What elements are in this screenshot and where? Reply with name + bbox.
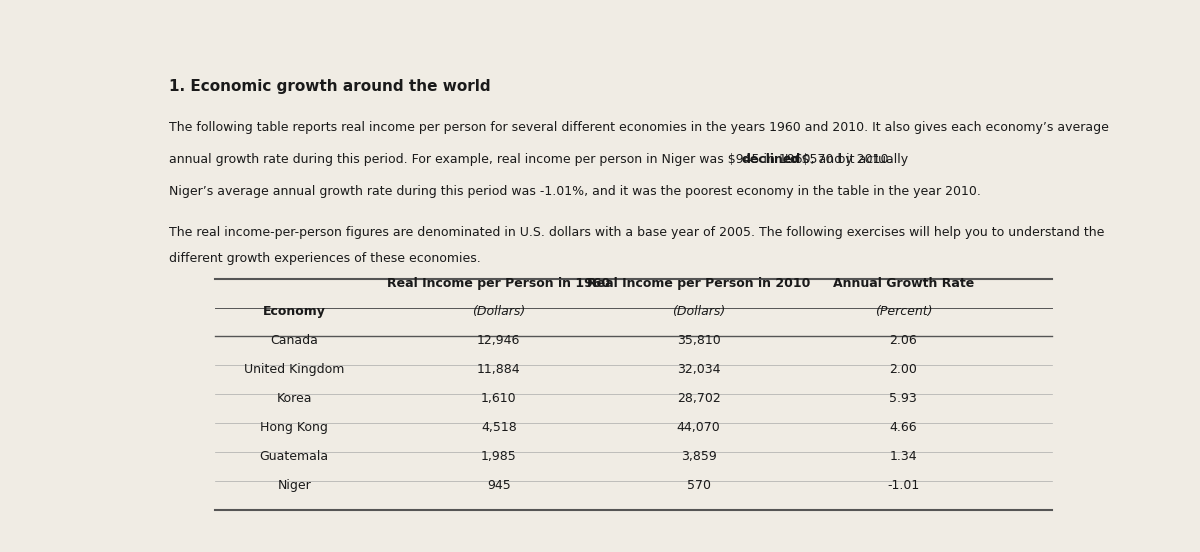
- Text: 945: 945: [487, 479, 511, 492]
- Text: Economy: Economy: [263, 305, 325, 319]
- Text: Niger: Niger: [277, 479, 311, 492]
- Text: Hong Kong: Hong Kong: [260, 421, 328, 434]
- Text: 44,070: 44,070: [677, 421, 720, 434]
- Text: declined: declined: [742, 153, 800, 166]
- Text: to $570 by 2010.: to $570 by 2010.: [780, 153, 892, 166]
- Text: (Dollars): (Dollars): [472, 305, 526, 319]
- Text: annual growth rate during this period. For example, real income per person in Ni: annual growth rate during this period. F…: [168, 153, 912, 166]
- Text: (Dollars): (Dollars): [672, 305, 725, 319]
- Text: 570: 570: [686, 479, 710, 492]
- Text: -1.01: -1.01: [887, 479, 919, 492]
- Text: Guatemala: Guatemala: [259, 450, 329, 463]
- Text: 1. Economic growth around the world: 1. Economic growth around the world: [168, 79, 491, 94]
- Text: 32,034: 32,034: [677, 363, 720, 376]
- Text: Annual Growth Rate: Annual Growth Rate: [833, 277, 974, 289]
- Text: 1.34: 1.34: [889, 450, 917, 463]
- Text: 3,859: 3,859: [680, 450, 716, 463]
- Text: The real income-per-person figures are denominated in U.S. dollars with a base y: The real income-per-person figures are d…: [168, 226, 1104, 238]
- Text: The following table reports real income per person for several different economi: The following table reports real income …: [168, 121, 1109, 135]
- Text: Korea: Korea: [276, 392, 312, 405]
- Text: 11,884: 11,884: [476, 363, 521, 376]
- Text: 1,610: 1,610: [481, 392, 516, 405]
- Text: Real Income per Person in 2010: Real Income per Person in 2010: [587, 277, 810, 289]
- Text: Canada: Canada: [270, 335, 318, 347]
- Text: Real Income per Person in 1960: Real Income per Person in 1960: [388, 277, 611, 289]
- Text: (Percent): (Percent): [875, 305, 932, 319]
- Text: 35,810: 35,810: [677, 335, 720, 347]
- Text: 4,518: 4,518: [481, 421, 517, 434]
- Text: 4.66: 4.66: [889, 421, 917, 434]
- Text: Niger’s average annual growth rate during this period was -1.01%, and it was the: Niger’s average annual growth rate durin…: [168, 185, 980, 198]
- Text: 12,946: 12,946: [478, 335, 521, 347]
- Text: 2.00: 2.00: [889, 363, 917, 376]
- Text: 1,985: 1,985: [481, 450, 517, 463]
- Text: 28,702: 28,702: [677, 392, 720, 405]
- Text: 5.93: 5.93: [889, 392, 917, 405]
- Text: different growth experiences of these economies.: different growth experiences of these ec…: [168, 252, 480, 266]
- Text: 2.06: 2.06: [889, 335, 917, 347]
- Text: United Kingdom: United Kingdom: [244, 363, 344, 376]
